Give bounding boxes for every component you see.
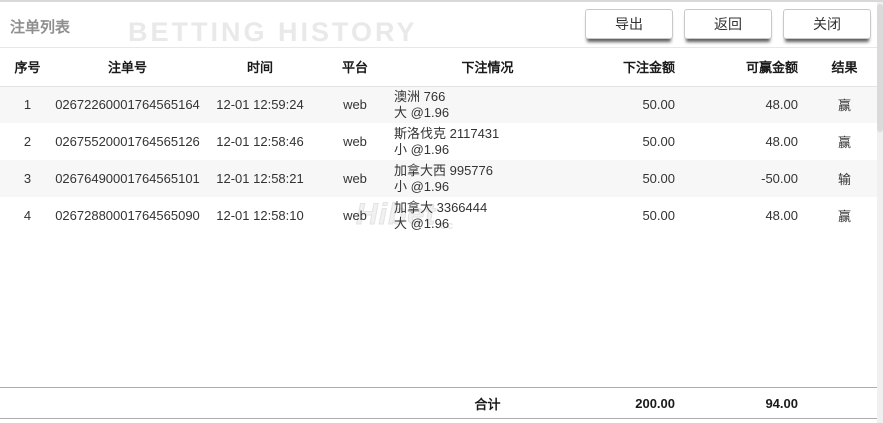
detail-line2: 大 @1.96 bbox=[394, 104, 450, 120]
total-label: 合计 bbox=[390, 387, 585, 419]
back-button[interactable]: 返回 bbox=[684, 9, 772, 39]
cell-amount: 50.00 bbox=[642, 97, 675, 113]
total-empty bbox=[320, 387, 390, 419]
dialog-header: BETTING HISTORY 注单列表 导出 返回 关闭 bbox=[0, 2, 883, 48]
cell-detail: 澳洲 766 大 @1.96 bbox=[390, 86, 585, 123]
toolbar: 导出 返回 关闭 bbox=[585, 9, 871, 39]
cell-amount: 50.00 bbox=[642, 208, 675, 223]
cell-bet-no: 02672260001764565164 bbox=[55, 97, 200, 113]
table-row: 2 02675520001764565126 12-01 12:58:46 we… bbox=[0, 123, 877, 160]
cell-detail: 加拿大西 995776 小 @1.96 bbox=[390, 160, 585, 197]
detail-line2: 大 @1.96 bbox=[394, 215, 450, 231]
cell-seq: 1 bbox=[23, 97, 32, 113]
col-header-platform: 平台 bbox=[320, 48, 390, 87]
table-row: 1 02672260001764565164 12-01 12:59:24 we… bbox=[0, 86, 877, 123]
col-header-bet-no: 注单号 bbox=[55, 48, 200, 87]
detail-line1: 加拿大 3366444 bbox=[394, 199, 488, 215]
page-title: 注单列表 bbox=[10, 19, 71, 36]
total-amount: 200.00 bbox=[585, 387, 695, 419]
brand-watermark: Hibet.cc bbox=[356, 198, 455, 233]
cell-win: -50.00 bbox=[761, 171, 798, 186]
total-empty bbox=[55, 387, 200, 419]
bet-table: 序号 注单号 时间 平台 下注情况 下注金额 可赢金额 结果 1 0267226… bbox=[0, 48, 877, 234]
total-empty bbox=[0, 387, 55, 419]
col-header-win: 可赢金额 bbox=[695, 48, 812, 87]
cell-platform: web bbox=[343, 134, 367, 149]
cell-bet-no: 02676490001764565101 bbox=[55, 171, 200, 186]
cell-amount: 50.00 bbox=[642, 171, 675, 186]
cell-bet-no: 02675520001764565126 bbox=[55, 134, 200, 149]
close-button[interactable]: 关闭 bbox=[783, 9, 871, 39]
col-header-detail: 下注情况 bbox=[390, 48, 585, 87]
cell-result: 赢 bbox=[837, 98, 851, 114]
betting-history-watermark: BETTING HISTORY bbox=[128, 17, 418, 47]
scrollbar-thumb[interactable] bbox=[877, 4, 883, 132]
detail-line2: 小 @1.96 bbox=[394, 141, 450, 157]
cell-platform: web bbox=[343, 97, 367, 113]
table-header-row: 序号 注单号 时间 平台 下注情况 下注金额 可赢金额 结果 bbox=[0, 48, 877, 87]
cell-seq: 4 bbox=[23, 208, 32, 223]
export-button[interactable]: 导出 bbox=[585, 9, 673, 39]
cell-win: 48.00 bbox=[765, 134, 798, 149]
col-header-seq: 序号 bbox=[0, 48, 55, 87]
col-header-result: 结果 bbox=[812, 48, 877, 87]
cell-time: 12-01 12:58:10 bbox=[216, 208, 304, 223]
cell-win: 48.00 bbox=[765, 208, 798, 223]
cell-seq: 3 bbox=[23, 171, 32, 186]
scrollbar-track[interactable] bbox=[877, 2, 883, 423]
cell-detail: 斯洛伐克 2117431 小 @1.96 bbox=[390, 123, 585, 160]
cell-time: 12-01 12:58:21 bbox=[216, 171, 304, 186]
table-row: 4 02672880001764565090 12-01 12:58:10 we… bbox=[0, 197, 877, 234]
total-row: 合计 200.00 94.00 bbox=[0, 387, 877, 419]
detail-line1: 斯洛伐克 2117431 bbox=[394, 125, 500, 141]
cell-time: 12-01 12:59:24 bbox=[216, 97, 304, 113]
cell-bet-no: 02672880001764565090 bbox=[55, 208, 200, 223]
cell-result: 赢 bbox=[837, 135, 851, 150]
cell-result: 输 bbox=[837, 172, 851, 187]
col-header-time: 时间 bbox=[200, 48, 320, 87]
cell-platform: web bbox=[343, 208, 367, 223]
cell-seq: 2 bbox=[23, 134, 32, 149]
cell-amount: 50.00 bbox=[642, 134, 675, 149]
cell-platform: web bbox=[343, 171, 367, 186]
detail-line1: 澳洲 766 bbox=[394, 88, 446, 104]
total-empty bbox=[200, 387, 320, 419]
cell-win: 48.00 bbox=[765, 97, 798, 113]
detail-line1: 加拿大西 995776 bbox=[394, 162, 493, 178]
detail-line2: 小 @1.96 bbox=[394, 178, 450, 194]
cell-time: 12-01 12:58:46 bbox=[216, 134, 304, 149]
cell-detail: 加拿大 3366444 大 @1.96 bbox=[390, 197, 585, 234]
table-row: 3 02676490001764565101 12-01 12:58:21 we… bbox=[0, 160, 877, 197]
col-header-amount: 下注金额 bbox=[585, 48, 695, 87]
total-win: 94.00 bbox=[695, 387, 812, 419]
total-empty bbox=[812, 387, 877, 419]
cell-result: 赢 bbox=[837, 209, 851, 224]
